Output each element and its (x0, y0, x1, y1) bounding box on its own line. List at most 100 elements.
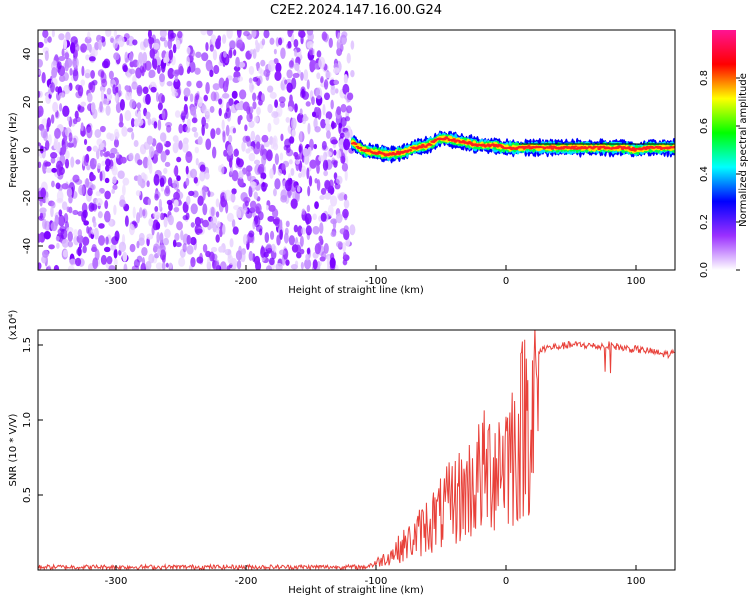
noise-blob (195, 228, 203, 234)
noise-blob (160, 186, 164, 192)
noise-blob (314, 178, 318, 184)
noise-blob (74, 49, 78, 59)
noise-blob (99, 149, 104, 157)
noise-blob (274, 178, 281, 190)
noise-blob (190, 106, 197, 116)
noise-blob (207, 190, 211, 198)
noise-blob (287, 30, 293, 38)
noise-blob (311, 96, 315, 106)
noise-blob (338, 122, 343, 129)
noise-blob (322, 159, 329, 171)
noise-blob (157, 119, 162, 131)
noise-blob (113, 128, 120, 141)
noise-blob (260, 144, 265, 155)
noise-blob (42, 30, 49, 39)
noise-blob (90, 48, 98, 57)
noise-blob (344, 169, 348, 182)
noise-blob (114, 94, 118, 102)
noise-blob (119, 98, 125, 111)
noise-blob (128, 223, 135, 236)
noise-blob (308, 46, 314, 56)
colorbar-ticks: 0.0 0.2 0.4 0.6 0.8 (699, 70, 740, 278)
noise-blob (231, 169, 239, 182)
noise-blob (42, 218, 47, 230)
noise-blob (44, 50, 49, 62)
noise-blob (99, 171, 103, 182)
noise-blob (51, 180, 55, 188)
noise-blob (213, 64, 220, 75)
noise-blob (69, 258, 77, 266)
noise-blob (261, 181, 266, 188)
noise-blob (186, 80, 192, 87)
signal-segment (424, 145, 428, 148)
noise-blob (66, 226, 74, 234)
colorbar: 0.0 0.2 0.4 0.6 0.8 Normalized spectral ampl… (699, 30, 749, 278)
noise-blob (188, 190, 195, 197)
noise-blob (315, 87, 323, 100)
noise-blob (113, 138, 120, 148)
noise-blob (70, 156, 75, 168)
noise-blob (148, 218, 154, 227)
x-tick-label: -300 (105, 576, 128, 587)
noise-blob (307, 185, 311, 197)
noise-blob (186, 234, 192, 245)
noise-blob (83, 154, 89, 167)
noise-blob (66, 187, 73, 198)
noise-blob (291, 129, 296, 137)
noise-blob (178, 257, 186, 267)
noise-blob (210, 34, 217, 44)
noise-blob (327, 204, 334, 217)
noise-blob (101, 60, 109, 69)
noise-blob (87, 31, 91, 40)
noise-blob (164, 149, 170, 156)
noise-blob (58, 56, 66, 62)
noise-blob (209, 105, 215, 113)
noise-blob (100, 254, 107, 265)
noise-blob (130, 117, 135, 128)
noise-blob (67, 265, 75, 270)
noise-blob (98, 39, 102, 51)
noise-blob (231, 219, 236, 228)
noise-blob (80, 43, 87, 53)
noise-blob (268, 204, 276, 212)
noise-blob (82, 209, 88, 219)
noise-blob (119, 199, 126, 208)
signal-segment (550, 147, 555, 150)
noise-blob (309, 159, 317, 169)
noise-blob (63, 72, 69, 82)
noise-blob (67, 231, 73, 242)
noise-blob (160, 61, 166, 73)
noise-blob (252, 92, 257, 102)
noise-blob (80, 101, 87, 107)
noise-blob (199, 171, 206, 182)
noise-blob (80, 79, 86, 86)
noise-blob (240, 250, 246, 263)
noise-blob (185, 165, 189, 175)
signal-segment (363, 150, 367, 153)
noise-blob (330, 218, 338, 225)
noise-blob (129, 99, 136, 109)
noise-blob (38, 90, 41, 98)
noise-blob (287, 40, 292, 49)
noise-blob (343, 74, 348, 84)
top-x-ticks: -300 -200 -100 0 100 (105, 265, 646, 287)
noise-blob (153, 211, 161, 219)
noise-blob (126, 39, 130, 46)
noise-blob (183, 87, 191, 98)
x-tick-label: -300 (105, 276, 128, 287)
noise-blob (200, 30, 208, 36)
noise-blob (185, 150, 193, 163)
noise-blob (104, 190, 111, 200)
noise-blob (278, 96, 286, 104)
noise-blob (138, 51, 144, 64)
noise-blob (201, 124, 205, 136)
noise-blob (126, 72, 131, 79)
noise-blob (279, 101, 285, 108)
noise-blob (227, 144, 233, 156)
noise-blob (101, 160, 106, 167)
noise-blob (41, 72, 46, 84)
noise-blob (285, 179, 292, 192)
noise-blob (51, 167, 57, 173)
noise-blob (84, 36, 92, 44)
noise-blob (343, 138, 351, 151)
